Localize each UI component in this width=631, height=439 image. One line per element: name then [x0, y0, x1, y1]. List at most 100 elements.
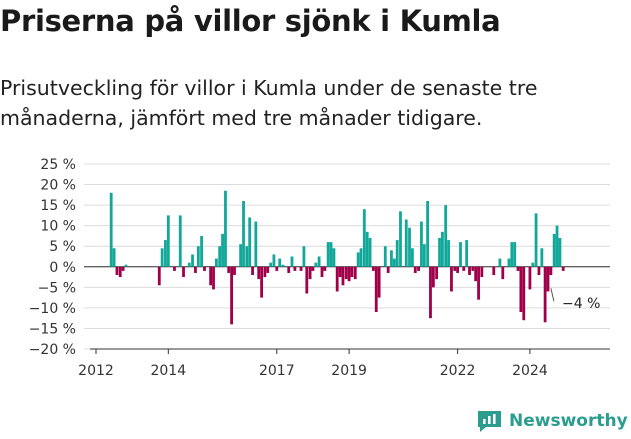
bar: [413, 266, 417, 273]
bar: [335, 266, 339, 292]
x-tick-label: 2024: [512, 363, 548, 379]
bar: [302, 246, 306, 267]
bar: [118, 266, 122, 278]
brand-logo[interactable]: Newsworthy: [476, 409, 628, 433]
bar: [344, 266, 348, 280]
bar: [160, 248, 164, 267]
bar: [248, 217, 252, 267]
bar: [254, 221, 258, 267]
bar: [404, 219, 408, 267]
bar: [251, 266, 254, 275]
y-tick-label: 0 %: [49, 260, 76, 276]
bar: [308, 266, 312, 280]
bar: [468, 266, 471, 275]
bar: [187, 262, 191, 267]
bar: [411, 248, 414, 267]
newsworthy-logo-icon: [478, 411, 501, 432]
bar: [426, 201, 429, 267]
bar: [465, 240, 469, 267]
bar: [278, 258, 282, 267]
bar: [305, 266, 309, 294]
bar: [215, 258, 218, 267]
y-tick-label: 15 %: [40, 198, 76, 214]
bar: [178, 215, 182, 267]
bar: [112, 248, 116, 267]
bar: [164, 240, 167, 267]
bar: [453, 266, 457, 271]
bar: [299, 266, 303, 271]
bar: [392, 258, 396, 267]
bar: [287, 266, 291, 273]
bar: [507, 258, 511, 267]
x-axis: 2012 2014 2017 2019 2022 2024: [78, 348, 610, 379]
x-tick-label: 2017: [259, 363, 295, 379]
bar: [456, 266, 459, 273]
bar: [311, 266, 315, 271]
bar: [173, 266, 176, 271]
bar: [365, 231, 369, 267]
annotation-label: −4 %: [562, 296, 600, 312]
bar: [281, 264, 285, 267]
bar: [356, 252, 360, 267]
bar: [362, 209, 366, 267]
bar: [422, 244, 426, 267]
bar: [534, 213, 538, 267]
bar: [221, 233, 224, 267]
bars-group: [109, 190, 565, 325]
bar: [438, 238, 441, 267]
bar: [218, 246, 222, 267]
bar: [182, 266, 185, 278]
bar: [519, 266, 523, 312]
bar: [377, 266, 381, 298]
bar: [552, 233, 556, 267]
bar: [549, 266, 553, 275]
bar: [531, 262, 535, 267]
bar: [477, 266, 480, 300]
bar: [260, 266, 264, 298]
bar: [431, 266, 435, 288]
bar: [209, 266, 213, 286]
bar: [555, 225, 559, 267]
bar: [257, 266, 261, 280]
bar: [115, 266, 119, 275]
bar: [124, 264, 128, 267]
bar: [320, 266, 324, 278]
x-tick-label: 2014: [150, 363, 186, 379]
bar: [359, 248, 363, 267]
bar: [353, 266, 357, 280]
bar: [230, 266, 233, 325]
annotation-leader: [550, 288, 555, 302]
bar: [558, 238, 562, 267]
bar: [498, 258, 502, 267]
chart-title: Priserna på villor sjönk i Kumla: [0, 4, 501, 38]
bar: [341, 266, 345, 286]
chart-subtitle: Prisutveckling för villor i Kumla under …: [0, 76, 538, 130]
bar: [275, 266, 279, 271]
bar: [429, 266, 432, 319]
bar: [368, 238, 372, 267]
bar: [269, 262, 273, 267]
bar: [314, 262, 318, 267]
bar: [323, 266, 327, 271]
bar: [480, 266, 484, 278]
bar: [317, 256, 321, 267]
bar: [383, 246, 387, 267]
bar: [540, 248, 544, 267]
bar: [543, 266, 547, 323]
bar: [332, 248, 336, 267]
bar: [191, 254, 194, 267]
bar: [224, 190, 227, 267]
bar: [420, 221, 423, 267]
annotation-group: −4 %: [550, 288, 600, 312]
bar: [239, 244, 243, 267]
bar: [390, 250, 393, 267]
bar: [399, 211, 402, 267]
bar: [408, 227, 411, 267]
bar: [196, 246, 200, 267]
y-tick-label: −20 %: [29, 342, 76, 358]
bar: [459, 242, 462, 267]
bar: [233, 266, 236, 275]
y-tick-label: −15 %: [29, 321, 76, 337]
bar: [242, 201, 245, 267]
